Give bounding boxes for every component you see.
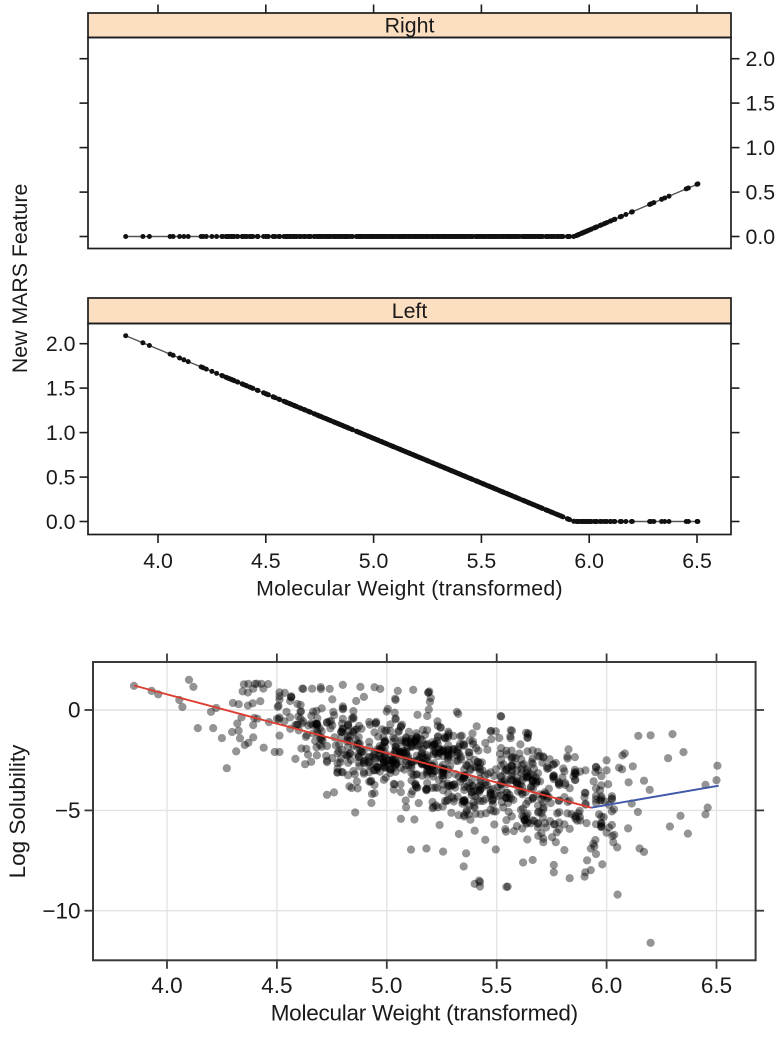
svg-text:Molecular Weight (transformed): Molecular Weight (transformed): [271, 1001, 578, 1026]
svg-text:−10: −10: [42, 898, 80, 923]
svg-text:1.0: 1.0: [46, 421, 76, 445]
svg-text:Left: Left: [392, 299, 428, 323]
svg-text:4.0: 4.0: [143, 549, 173, 573]
svg-text:0.5: 0.5: [46, 465, 76, 489]
svg-text:6.5: 6.5: [682, 549, 712, 573]
svg-text:5.0: 5.0: [359, 549, 389, 573]
svg-text:5.5: 5.5: [467, 549, 497, 573]
svg-text:4.5: 4.5: [251, 549, 281, 573]
svg-text:New MARS Feature: New MARS Feature: [8, 184, 32, 373]
svg-text:4.0: 4.0: [151, 973, 182, 998]
svg-text:6.0: 6.0: [591, 973, 622, 998]
svg-text:1.0: 1.0: [746, 136, 776, 160]
svg-text:6.0: 6.0: [574, 549, 604, 573]
svg-text:5.0: 5.0: [371, 973, 402, 998]
svg-text:−5: −5: [55, 798, 81, 823]
svg-text:Right: Right: [385, 14, 435, 38]
svg-text:1.5: 1.5: [746, 92, 776, 116]
svg-text:Molecular Weight (transformed): Molecular Weight (transformed): [256, 576, 563, 600]
svg-text:2.0: 2.0: [746, 47, 776, 71]
svg-text:0.0: 0.0: [746, 225, 776, 249]
svg-text:6.5: 6.5: [701, 973, 732, 998]
svg-text:0: 0: [68, 698, 81, 723]
svg-text:4.5: 4.5: [261, 973, 292, 998]
svg-text:Log Solubility: Log Solubility: [5, 744, 30, 879]
svg-text:0.0: 0.0: [46, 510, 76, 534]
svg-text:2.0: 2.0: [46, 332, 76, 356]
svg-text:5.5: 5.5: [481, 973, 512, 998]
svg-text:1.5: 1.5: [46, 377, 76, 401]
svg-text:0.5: 0.5: [746, 180, 776, 204]
